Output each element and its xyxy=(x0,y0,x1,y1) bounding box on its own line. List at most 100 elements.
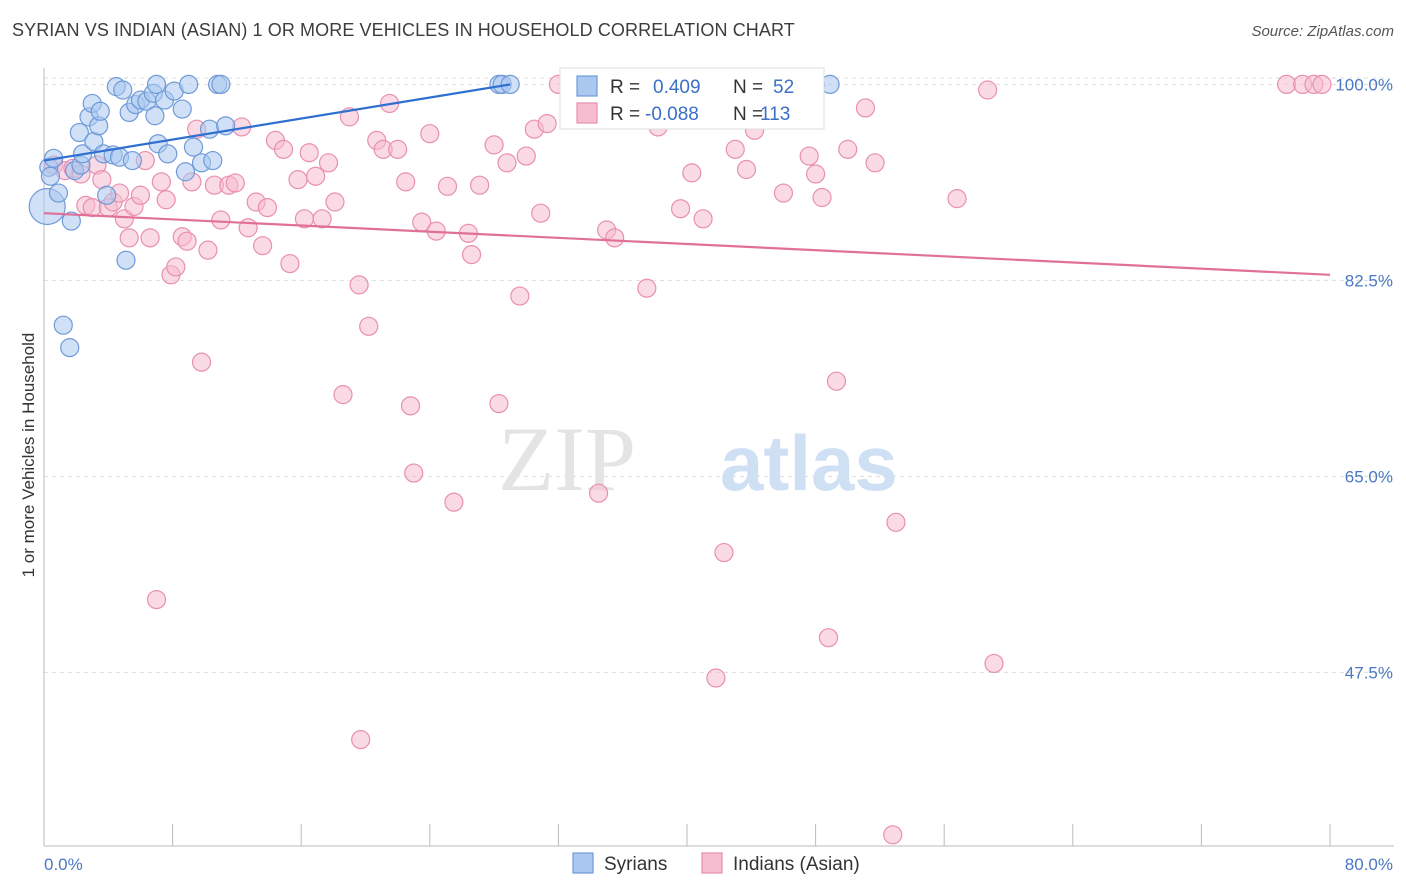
chart-title: SYRIAN VS INDIAN (ASIAN) 1 OR MORE VEHIC… xyxy=(12,20,795,40)
axes xyxy=(43,68,1394,847)
syrian-point-4 xyxy=(48,183,69,203)
indian-point-44 xyxy=(312,209,332,229)
indian-point-23 xyxy=(177,231,197,251)
indian-point-70 xyxy=(510,286,530,306)
source-credit: Source: ZipAtlas.com xyxy=(1251,23,1394,40)
indian-point-99 xyxy=(818,628,839,648)
stats-n-value-indian: 113 xyxy=(760,104,790,125)
stats-r-label-indian: R = xyxy=(610,104,640,125)
indian-point-74 xyxy=(537,113,557,134)
indian-point-112 xyxy=(1312,74,1332,95)
indian-point-65 xyxy=(461,245,482,265)
indian-point-38 xyxy=(273,139,294,159)
indian-point-31 xyxy=(225,173,245,193)
stats-legend-frame xyxy=(559,67,825,130)
syrian-point-22 xyxy=(113,80,133,100)
indian-point-109 xyxy=(1276,74,1297,95)
indian-point-49 xyxy=(349,275,369,295)
y-tick-label-0: 100.0% xyxy=(1335,75,1393,94)
x-tick-label-min: 0.0% xyxy=(44,855,83,874)
indian-point-47 xyxy=(333,385,353,405)
indian-point-87 xyxy=(693,209,713,229)
stats-swatch-indian xyxy=(576,102,598,124)
stats-n-label-indian: N = xyxy=(733,104,763,125)
syrian-point-9 xyxy=(69,122,89,143)
indian-point-56 xyxy=(396,172,416,192)
indian-point-88 xyxy=(706,668,726,688)
syrian-point-5 xyxy=(53,315,73,335)
indian-point-107 xyxy=(978,80,998,100)
indian-point-101 xyxy=(838,139,858,159)
indian-point-94 xyxy=(773,183,794,203)
indian-point-66 xyxy=(470,175,490,195)
legend-swatch-indians xyxy=(701,852,723,874)
indian-point-85 xyxy=(670,199,691,219)
stats-n-value-syrian: 52 xyxy=(773,77,794,98)
indian-point-50 xyxy=(351,729,371,750)
indian-point-60 xyxy=(420,124,440,144)
indian-point-67 xyxy=(484,135,504,155)
syrian-point-37 xyxy=(175,162,196,182)
syrian-point-39 xyxy=(183,137,204,157)
syrian-point-16 xyxy=(90,101,110,121)
x-tick-label-max: 80.0% xyxy=(1345,855,1393,874)
indian-point-91 xyxy=(725,139,745,159)
indian-point-105 xyxy=(886,512,906,532)
y-tick-label-2: 65.0% xyxy=(1345,467,1393,486)
indian-point-43 xyxy=(306,166,326,186)
indian-point-51 xyxy=(359,316,379,336)
indian-point-82 xyxy=(637,278,657,298)
indian-point-96 xyxy=(799,146,819,166)
syrian-point-30 xyxy=(145,106,165,126)
indian-point-100 xyxy=(826,371,847,391)
indian-point-73 xyxy=(531,203,551,223)
indian-point-16 xyxy=(140,228,160,248)
indian-point-104 xyxy=(883,825,903,845)
indian-point-19 xyxy=(156,190,176,210)
syrian-point-6 xyxy=(60,338,80,358)
indian-point-89 xyxy=(714,542,734,563)
indian-point-33 xyxy=(238,218,258,238)
indian-point-97 xyxy=(805,164,826,184)
indian-point-21 xyxy=(166,257,186,277)
indian-point-39 xyxy=(280,254,300,274)
syrian-point-2 xyxy=(40,166,61,186)
indian-point-58 xyxy=(404,463,424,483)
indian-point-68 xyxy=(489,394,509,414)
syrian-point-25 xyxy=(122,150,143,171)
legend-label-indians: Indians (Asian) xyxy=(733,854,860,875)
indian-point-18 xyxy=(151,172,171,192)
indian-point-45 xyxy=(318,153,339,173)
syrian-point-44 xyxy=(211,74,231,95)
stats-n-label-syrian: N = xyxy=(733,77,763,98)
indian-point-98 xyxy=(812,187,832,208)
stats-swatch-syrian xyxy=(576,75,598,97)
indian-point-35 xyxy=(253,236,273,256)
indian-point-108 xyxy=(984,653,1004,674)
watermark-zip: ZIP xyxy=(498,408,636,510)
indian-point-92 xyxy=(736,159,757,180)
syrian-point-42 xyxy=(203,150,223,171)
indian-point-5 xyxy=(82,198,102,218)
indian-point-103 xyxy=(865,153,885,173)
syrian-point-23 xyxy=(116,250,136,270)
stats-r-value-syrian: 0.409 xyxy=(653,77,701,98)
indian-point-29 xyxy=(211,210,231,230)
stats-r-value-indian: -0.088 xyxy=(645,104,699,125)
indian-point-69 xyxy=(497,153,517,173)
indian-point-36 xyxy=(257,198,278,218)
stats-r-label-syrian: R = xyxy=(610,77,640,98)
syrian-point-36 xyxy=(172,99,192,119)
indian-point-40 xyxy=(288,170,308,190)
trendline-indian xyxy=(43,212,1331,276)
watermark-atlas: atlas xyxy=(720,419,898,507)
trendline-syrian xyxy=(43,83,511,162)
series-indian-points xyxy=(44,74,1332,845)
syrian-point-7 xyxy=(61,211,81,231)
legend-label-syrians: Syrians xyxy=(604,854,667,875)
indian-point-27 xyxy=(198,240,218,260)
indian-point-14 xyxy=(130,185,151,205)
indian-point-106 xyxy=(947,189,967,209)
syrian-point-34 xyxy=(158,144,178,164)
